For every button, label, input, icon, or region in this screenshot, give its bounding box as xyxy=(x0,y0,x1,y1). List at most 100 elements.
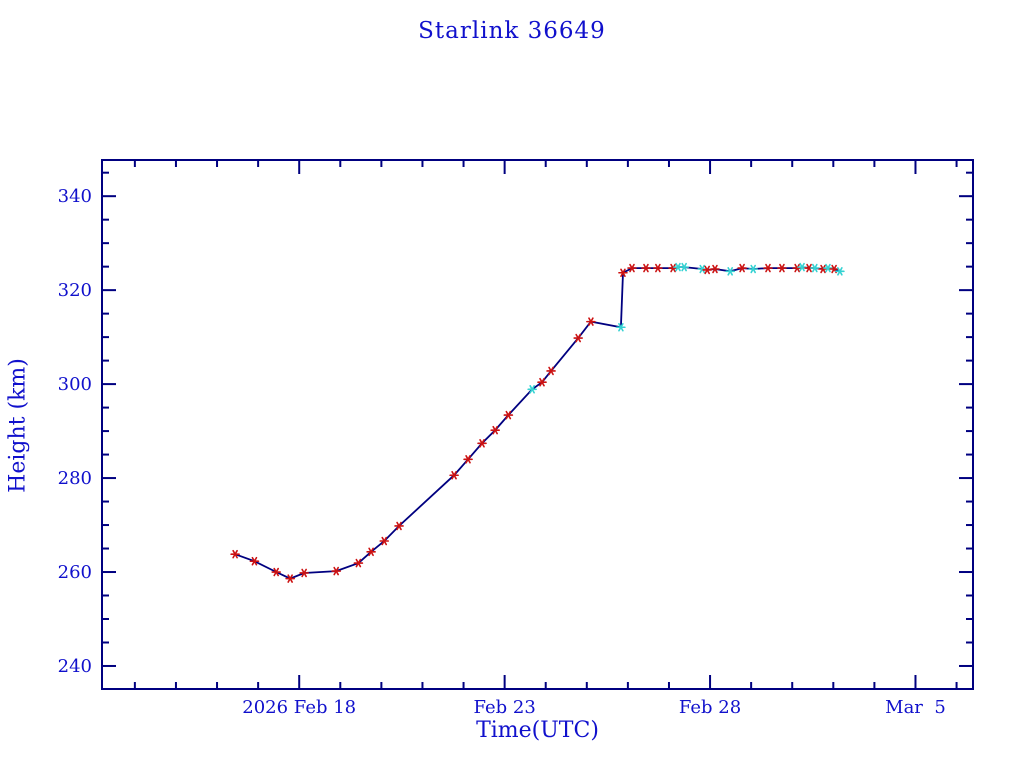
y-tick-label: 320 xyxy=(58,280,92,301)
data-point-marker-red xyxy=(285,574,295,583)
marker-stroke xyxy=(451,470,457,480)
data-point-marker-red xyxy=(763,263,773,273)
data-point-marker-red xyxy=(503,410,514,420)
marker-stroke xyxy=(618,322,624,332)
y-axis-label: Height (km) xyxy=(5,358,31,493)
data-point-marker-cyan xyxy=(697,264,708,274)
marker-stroke xyxy=(831,264,837,274)
marker-stroke xyxy=(355,558,362,568)
y-tick-label: 280 xyxy=(58,468,92,489)
marker-stroke xyxy=(539,377,545,387)
data-point-marker-red xyxy=(710,264,720,274)
marker-stroke xyxy=(739,263,745,273)
x-tick-label: Mar 5 xyxy=(885,697,946,718)
marker-stroke xyxy=(620,268,626,278)
marker-stroke xyxy=(588,317,594,326)
data-point-marker-red xyxy=(394,521,404,531)
data-point-marker-red xyxy=(777,263,787,273)
data-point-marker-cyan xyxy=(823,263,833,273)
x-tick-label: Feb 23 xyxy=(473,697,535,718)
data-point-marker-red xyxy=(792,263,802,273)
marker-stroke xyxy=(794,263,800,273)
data-point-marker-red xyxy=(366,547,376,557)
marker-stroke xyxy=(505,410,512,420)
data-point-marker-red xyxy=(586,317,596,326)
data-point-marker-red xyxy=(379,536,390,546)
marker-stroke xyxy=(287,574,293,583)
marker-stroke xyxy=(812,263,818,273)
marker-stroke xyxy=(381,536,388,546)
marker-stroke xyxy=(675,262,681,272)
marker-stroke xyxy=(727,267,733,276)
data-point-marker-red xyxy=(618,268,628,278)
plot-frame xyxy=(101,159,974,690)
marker-stroke xyxy=(465,455,471,464)
marker-stroke xyxy=(655,263,661,273)
data-point-marker-red xyxy=(573,333,583,343)
data-point-marker-red xyxy=(668,263,678,273)
y-tick-label: 340 xyxy=(58,186,92,207)
data-point-marker-red xyxy=(271,567,282,577)
x-tick-label: 2026 Feb 18 xyxy=(242,697,356,718)
marker-stroke xyxy=(765,263,771,273)
data-point-marker-cyan xyxy=(725,267,735,276)
marker-stroke xyxy=(699,264,706,274)
y-tick-label: 300 xyxy=(58,374,92,395)
data-point-marker-red xyxy=(653,263,663,273)
data-point-marker-red xyxy=(537,377,547,387)
marker-stroke xyxy=(820,264,826,274)
data-point-marker-cyan xyxy=(797,262,807,272)
x-tick-label: Feb 28 xyxy=(679,697,741,718)
data-point-marker-red xyxy=(627,263,637,273)
marker-stroke xyxy=(273,567,280,577)
data-point-marker-red xyxy=(249,556,260,566)
x-axis-label: Time(UTC) xyxy=(476,718,599,743)
marker-stroke xyxy=(779,263,785,273)
marker-stroke xyxy=(670,263,676,273)
data-point-marker-cyan xyxy=(527,385,537,394)
data-point-marker-red xyxy=(737,263,747,273)
marker-stroke xyxy=(629,263,635,273)
marker-stroke xyxy=(837,267,843,276)
marker-stroke xyxy=(575,333,581,343)
marker-stroke xyxy=(368,547,374,557)
data-point-marker-red xyxy=(641,263,651,273)
marker-stroke xyxy=(301,568,307,578)
data-point-marker-red xyxy=(331,566,341,576)
data-point-marker-red xyxy=(449,470,459,480)
height-data-line xyxy=(234,266,841,580)
data-point-marker-red xyxy=(230,549,240,559)
data-point-marker-cyan xyxy=(748,264,758,274)
marker-stroke xyxy=(750,264,756,274)
data-point-marker-red xyxy=(353,558,364,568)
marker-stroke xyxy=(548,366,554,376)
chart-title: Starlink 36649 xyxy=(418,18,606,44)
y-tick-label: 240 xyxy=(58,656,92,677)
marker-stroke xyxy=(681,262,687,272)
marker-stroke xyxy=(333,566,339,576)
marker-stroke xyxy=(825,263,831,273)
marker-stroke xyxy=(806,263,812,273)
data-point-marker-cyan xyxy=(616,322,626,332)
marker-stroke xyxy=(479,439,485,448)
data-point-marker-red xyxy=(299,568,309,578)
marker-stroke xyxy=(643,263,649,273)
marker-stroke xyxy=(251,556,258,566)
data-point-marker-red xyxy=(490,425,500,435)
data-point-marker-red xyxy=(818,264,828,274)
data-point-marker-red xyxy=(702,265,712,275)
marker-stroke xyxy=(712,264,718,274)
marker-stroke xyxy=(232,549,238,559)
y-tick-label: 260 xyxy=(58,562,92,583)
data-point-marker-cyan xyxy=(835,267,845,276)
data-point-marker-cyan xyxy=(679,262,689,272)
marker-stroke xyxy=(492,425,498,435)
marker-stroke xyxy=(529,385,535,394)
data-point-marker-red xyxy=(546,366,556,376)
data-point-marker-cyan xyxy=(810,263,820,273)
data-point-marker-red xyxy=(477,439,487,448)
marker-stroke xyxy=(704,265,710,275)
data-point-marker-red xyxy=(463,455,473,464)
